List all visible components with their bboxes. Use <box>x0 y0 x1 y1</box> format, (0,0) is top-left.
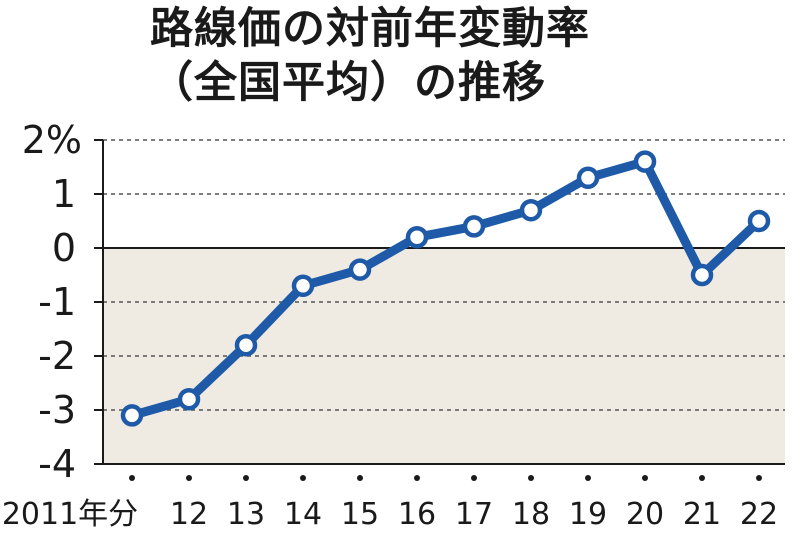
x-tick-label: 21 <box>683 497 721 532</box>
data-point <box>462 215 486 238</box>
data-point <box>405 225 429 249</box>
x-tick-dot <box>756 475 762 481</box>
x-tick-dot <box>357 475 363 481</box>
data-point <box>576 166 600 190</box>
data-point <box>690 263 714 287</box>
data-point <box>120 404 144 427</box>
data-point <box>519 198 543 222</box>
x-tick-label: 20 <box>626 497 664 532</box>
x-tick-dot <box>471 475 477 481</box>
chart-title-line-1: 路線価の対前年変動率 <box>150 4 590 54</box>
x-tick-label: 16 <box>398 497 436 532</box>
x-tick-label: 22 <box>740 497 778 532</box>
data-point <box>747 209 771 233</box>
x-tick-label: 17 <box>455 497 493 532</box>
x-tick-dot <box>300 475 306 481</box>
data-point <box>291 274 315 298</box>
x-tick-label: 18 <box>512 497 550 532</box>
x-tick-label: 19 <box>569 497 607 532</box>
x-tick-label: 14 <box>284 497 322 532</box>
x-tick-label: 12 <box>170 497 208 532</box>
y-tick-label: -3 <box>38 388 76 432</box>
y-tick-label: 1 <box>52 172 76 216</box>
y-tick-label: -1 <box>38 280 76 324</box>
x-tick-dot <box>699 475 705 481</box>
y-tick-label: 2% <box>22 118 82 162</box>
x-tick-dot <box>243 475 249 481</box>
x-tick-dot <box>414 475 420 481</box>
x-tick-label: 13 <box>227 497 265 532</box>
chart-title: 路線価の対前年変動率 （全国平均）の推移 <box>150 2 790 110</box>
y-tick-label: -2 <box>38 334 76 378</box>
y-tick-label: 0 <box>52 226 76 270</box>
series-line <box>127 157 764 420</box>
data-point <box>234 333 258 357</box>
data-point <box>177 387 201 411</box>
x-tick-dot <box>585 475 591 481</box>
x-tick-label: 15 <box>341 497 379 532</box>
x-tick-label: 2011年分 <box>2 497 138 532</box>
data-point <box>633 150 657 173</box>
x-tick-dot <box>642 475 648 481</box>
data-point <box>348 258 372 281</box>
x-tick-dot <box>528 475 534 481</box>
x-tick-dot <box>186 475 192 481</box>
chart-title-line-2: （全国平均）の推移 <box>150 58 546 108</box>
x-tick-dot <box>129 475 135 481</box>
y-tick-label: -4 <box>38 442 76 486</box>
